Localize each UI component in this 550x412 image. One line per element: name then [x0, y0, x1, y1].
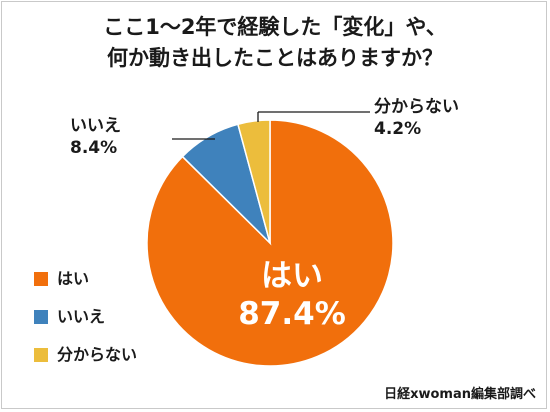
pie-slice-wakaranai	[237, 119, 271, 244]
legend-swatch-hai	[34, 272, 48, 286]
outer-label-wakaranai: 分からない 4.2%	[374, 96, 459, 140]
slice-label-hai: はい	[261, 258, 323, 294]
outer-label-iie-name: いいえ	[70, 116, 121, 136]
chart-title: ここ1～2年で経験した「変化」や、 何か動き出したことはありますか？	[0, 12, 550, 74]
outer-label-iie: いいえ 8.4%	[70, 115, 121, 159]
legend-item-iie: いいえ	[34, 308, 105, 326]
source-note: 日経xwoman編集部調べ	[384, 387, 536, 402]
legend-item-hai: はい	[34, 270, 89, 288]
legend-item-wakaranai: 分からない	[34, 346, 137, 364]
slice-value-hai: 87.4%	[238, 296, 346, 332]
outer-label-wakaranai-name: 分からない	[374, 97, 459, 117]
legend-label-iie: いいえ	[57, 307, 106, 326]
chart-title-line-2: 何か動き出したことはありますか？	[107, 46, 443, 70]
chart-title-line-1: ここ1～2年で経験した「変化」や、	[103, 15, 447, 39]
legend-label-hai: はい	[57, 269, 90, 288]
outer-label-wakaranai-value: 4.2%	[374, 119, 422, 139]
outer-label-iie-value: 8.4%	[70, 138, 118, 158]
legend-swatch-iie	[34, 310, 48, 324]
legend-swatch-wakaranai	[34, 348, 48, 362]
legend-label-wakaranai: 分からない	[57, 345, 138, 364]
